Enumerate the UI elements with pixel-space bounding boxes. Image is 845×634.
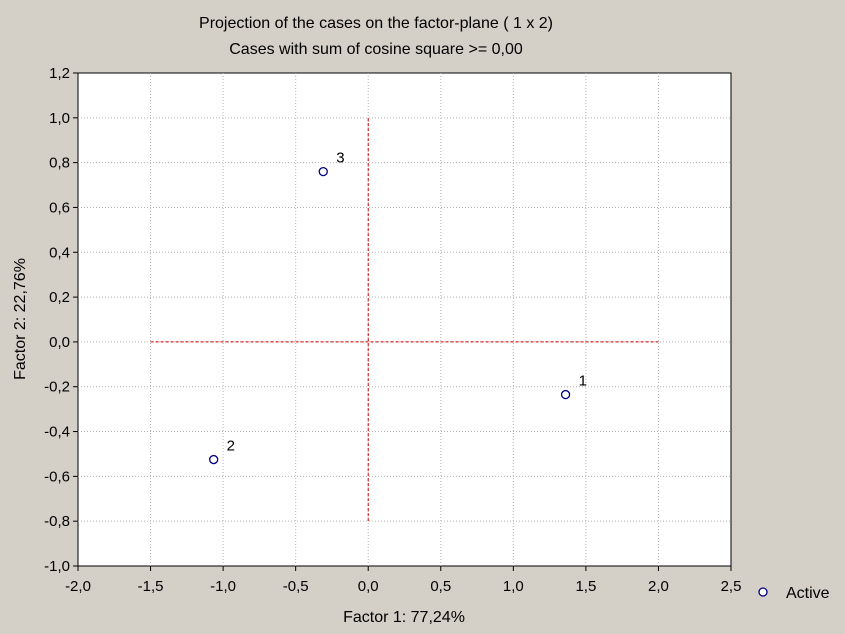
point-label-2: 2 (227, 438, 235, 455)
point-label-1: 1 (579, 373, 587, 390)
data-point-3 (318, 166, 328, 177)
legend-label-active: Active (786, 585, 830, 602)
y-tick-label: 0,6 (49, 199, 70, 216)
x-tick-label: 0,5 (430, 578, 451, 595)
x-tick-label: -1,0 (210, 578, 236, 595)
y-tick-label: -0,8 (44, 513, 70, 530)
y-tick-label: -0,6 (44, 468, 70, 485)
y-tick-label: 0,4 (49, 244, 70, 261)
x-tick-label: 2,5 (721, 578, 742, 595)
y-axis-ticks: 1,2 1,0 0,8 0,6 0,4 0,2 0,0 -0,2 -0,4 -0,6 -0,8 -1,… (44, 65, 78, 575)
data-point-2 (209, 454, 219, 465)
data-point-1 (560, 389, 571, 400)
legend: Active (758, 585, 830, 602)
y-tick-label: -0,2 (44, 379, 70, 396)
point-label-3: 3 (336, 150, 344, 167)
y-tick-label: -0,4 (44, 424, 70, 441)
y-tick-label: 1,2 (49, 65, 70, 82)
y-tick-label: 0,0 (49, 334, 70, 351)
x-axis-label: Factor 1: 77,24% (343, 609, 465, 626)
y-tick-label: 0,2 (49, 289, 70, 306)
x-tick-label: 2,0 (648, 578, 669, 595)
plot-area (77, 72, 732, 567)
x-tick-label: 0,0 (358, 578, 379, 595)
data-points: 1 2 3 (209, 150, 587, 465)
legend-marker (758, 587, 768, 597)
chart-subtitle: Cases with sum of cosine square >= 0,00 (229, 41, 523, 58)
y-axis-label: Factor 2: 22,76% (12, 258, 29, 380)
x-tick-label: 1,5 (575, 578, 596, 595)
y-tick-label: -1,0 (44, 558, 70, 575)
chart-title: Projection of the cases on the factor-pl… (199, 15, 553, 32)
x-tick-label: -1,5 (138, 578, 164, 595)
y-tick-label: 0,8 (49, 155, 70, 172)
x-tick-label: 1,0 (503, 578, 524, 595)
x-axis-ticks: -2,0 -1,5 -1,0 -0,5 0,0 0,5 1,0 1,5 2,0 2,5 (65, 566, 741, 595)
x-tick-label: -2,0 (65, 578, 91, 595)
x-tick-label: -0,5 (283, 578, 309, 595)
y-tick-label: 1,0 (49, 110, 70, 127)
reference-lines (150, 117, 659, 522)
